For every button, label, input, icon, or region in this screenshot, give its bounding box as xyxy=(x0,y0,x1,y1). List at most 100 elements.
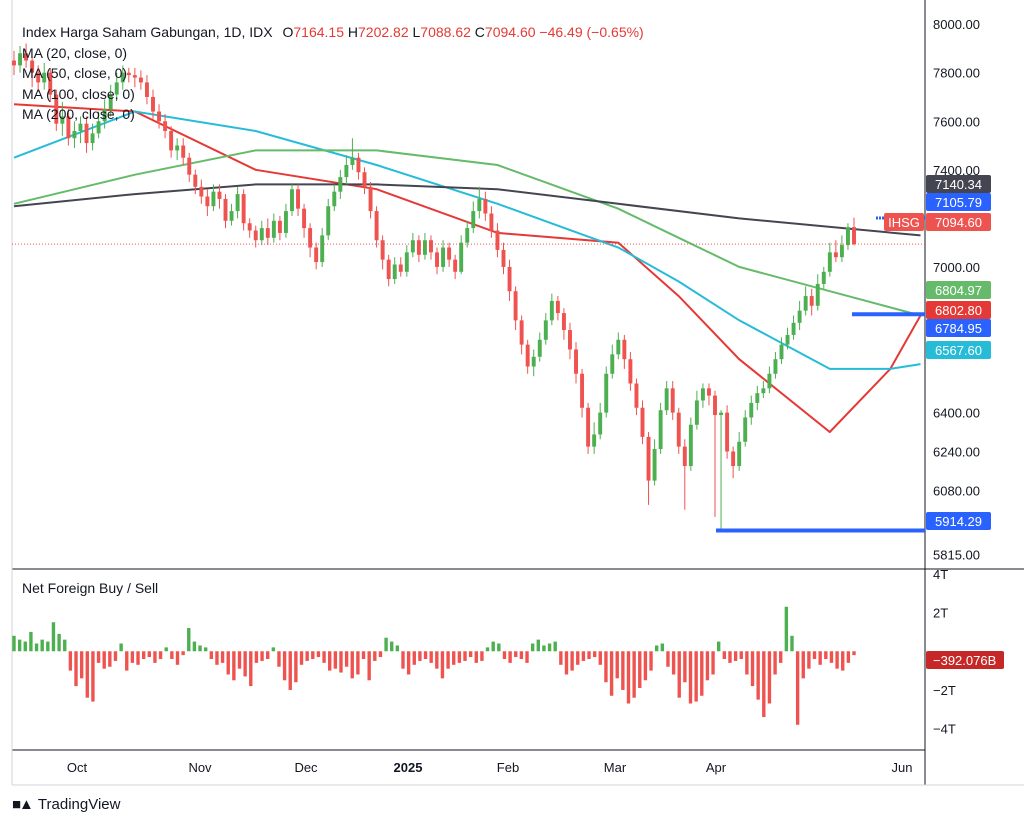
candle-body xyxy=(380,240,385,260)
ma100-legend[interactable]: MA (100, close, 0) xyxy=(22,85,135,102)
candle-body xyxy=(326,206,331,236)
net-foreign-bar xyxy=(390,641,394,652)
net-foreign-bar xyxy=(406,651,411,675)
net-foreign-bar xyxy=(203,647,208,652)
net-foreign-bar xyxy=(74,651,78,687)
candle-body xyxy=(658,410,663,450)
candle-body xyxy=(187,157,192,175)
candle-body xyxy=(700,388,705,401)
time-tick-label: Apr xyxy=(706,760,727,775)
candle-body xyxy=(616,339,621,355)
candle-body xyxy=(459,242,464,272)
candle-body xyxy=(676,412,681,447)
net-foreign-bar xyxy=(361,651,366,659)
ma200-line xyxy=(13,183,921,237)
candle-body xyxy=(229,211,234,221)
net-foreign-bar xyxy=(750,651,755,687)
candle-body xyxy=(193,174,198,187)
net-foreign-bar xyxy=(79,651,84,679)
net-foreign-bar xyxy=(762,651,766,718)
candle-body xyxy=(302,208,307,229)
candle-body xyxy=(561,313,566,331)
candle-body xyxy=(259,228,264,241)
symbol-name[interactable]: Index Harga Saham Gabungan, 1D, IDX xyxy=(22,24,273,40)
candle-body xyxy=(483,198,488,214)
candle-body xyxy=(610,354,615,374)
net-foreign-bar xyxy=(598,651,602,665)
candle-body xyxy=(138,77,143,83)
net-foreign-bar xyxy=(34,643,39,652)
net-foreign-bar xyxy=(344,651,349,667)
net-foreign-bar xyxy=(711,651,715,675)
candle-body xyxy=(477,198,482,212)
candle-body xyxy=(447,247,452,260)
net-foreign-bar xyxy=(113,651,118,661)
candle-body xyxy=(761,388,766,394)
net-foreign-bar xyxy=(790,635,794,652)
net-foreign-bar xyxy=(784,606,789,652)
candle-body xyxy=(725,412,730,452)
price-scale-label-text: 5914.29 xyxy=(935,514,982,529)
candle-body xyxy=(555,300,560,314)
candle-body xyxy=(604,373,609,413)
ma50-line xyxy=(13,110,921,370)
candle-body xyxy=(374,211,379,241)
tradingview-logo[interactable]: ■▲ TradingView xyxy=(12,796,120,813)
subpane-tick-label: 4T xyxy=(933,567,948,582)
net-foreign-bar xyxy=(717,641,721,652)
net-foreign-bar xyxy=(564,651,569,675)
candle-body xyxy=(525,344,530,367)
net-foreign-bar xyxy=(96,651,101,663)
net-foreign-bar xyxy=(807,651,811,669)
candle-body xyxy=(543,320,548,340)
net-foreign-bar xyxy=(23,641,27,652)
net-foreign-bar xyxy=(401,651,405,669)
candle-body xyxy=(827,252,832,272)
net-foreign-bar xyxy=(581,651,586,661)
candle-body xyxy=(157,111,161,122)
symbol-ohlc-row: Index Harga Saham Gabungan, 1D, IDX O716… xyxy=(22,22,644,43)
candle-body xyxy=(495,230,500,250)
price-tick-label: 6400.00 xyxy=(933,406,980,421)
net-foreign-bar xyxy=(694,651,698,702)
net-foreign-bar xyxy=(125,651,129,671)
candle-body xyxy=(670,388,675,413)
net-foreign-bar xyxy=(852,651,856,656)
net-foreign-bar xyxy=(198,645,202,652)
ma20-line xyxy=(13,103,922,434)
time-tick-label: Jun xyxy=(892,760,913,775)
net-foreign-bar xyxy=(440,651,445,679)
net-foreign-bar xyxy=(829,651,834,663)
candle-body xyxy=(707,388,711,396)
net-foreign-bar xyxy=(249,651,253,687)
open-label: O xyxy=(282,24,294,40)
net-foreign-bar xyxy=(57,633,61,652)
price-scale-label xyxy=(926,341,991,359)
tradingview-logo-icon: ■▲ xyxy=(12,796,34,813)
net-foreign-bar xyxy=(68,651,73,671)
candle-body xyxy=(12,60,16,66)
net-foreign-bar xyxy=(756,651,760,700)
candle-body xyxy=(72,130,77,139)
ma50-legend[interactable]: MA (50, close, 0) xyxy=(22,65,128,81)
net-foreign-bar xyxy=(514,651,518,658)
ma20-legend[interactable]: MA (20, close, 0) xyxy=(22,44,128,61)
candle-body xyxy=(265,228,270,238)
net-foreign-bar xyxy=(632,651,636,698)
net-foreign-bar xyxy=(468,651,473,658)
net-foreign-bar xyxy=(429,651,433,663)
net-foreign-bar xyxy=(801,651,805,679)
net-foreign-bar xyxy=(615,651,619,679)
net-foreign-bar xyxy=(846,651,851,663)
net-foreign-bar xyxy=(671,651,676,675)
subpane-title[interactable]: Net Foreign Buy / Sell xyxy=(22,580,159,596)
candle-body xyxy=(368,186,373,212)
candle-body xyxy=(513,291,518,321)
candle-body xyxy=(120,72,125,83)
price-scale-label-text: 6784.95 xyxy=(935,321,982,336)
price-scale-label-text: 6804.97 xyxy=(935,283,982,298)
candle-body xyxy=(314,247,319,263)
net-foreign-bar xyxy=(271,647,276,652)
ma200-legend[interactable]: MA (200, close, 0) xyxy=(22,106,135,122)
